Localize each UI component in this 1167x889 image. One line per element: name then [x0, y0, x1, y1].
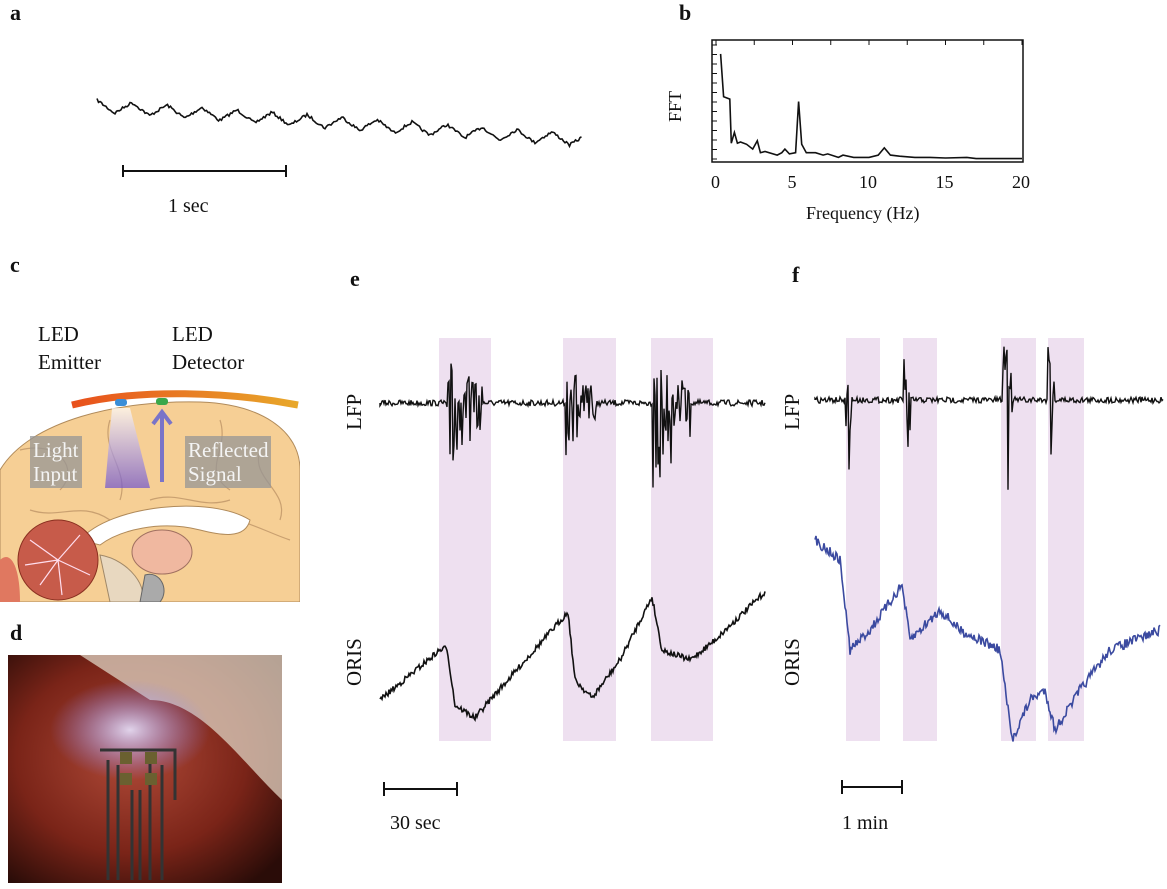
led-strip [71, 390, 299, 409]
panel-f-oris-label: ORIS [780, 638, 804, 686]
detector-line2: Detector [172, 350, 245, 374]
panel-a-scale-label: 1 sec [168, 195, 209, 217]
led-detector-icon [156, 398, 168, 405]
fft-x-label: Frequency (Hz) [806, 203, 920, 223]
reflected-line1: Reflected [188, 438, 269, 462]
panel-f-label: f [792, 262, 800, 287]
implant-photo [8, 655, 282, 883]
led-emitter-label: LED Emitter [38, 320, 101, 376]
panel-e-oris-trace [379, 591, 766, 723]
panel-c-label: c [10, 252, 20, 277]
panel-e-scale-label: 30 sec [390, 812, 441, 834]
panel-e-lfp-label: LFP [342, 393, 366, 430]
panel-a-trace [96, 98, 582, 149]
led-detector-label: LED Detector [172, 320, 244, 376]
brain-illustration [0, 401, 300, 602]
seizure-band [1048, 338, 1084, 741]
detector-line1: LED [172, 322, 213, 346]
light-beam [105, 408, 150, 488]
fft-x-tick-label: 0 [711, 172, 720, 192]
panel-f-lfp-trace [814, 346, 1164, 490]
panel-e-lfp-trace [379, 363, 766, 488]
light-line1: Light [33, 438, 79, 462]
reflected-arrow-icon [151, 408, 173, 482]
panel-f-scale-label: 1 min [842, 812, 889, 834]
led-emitter-icon [115, 399, 127, 406]
fft-x-tick-label: 20 [1012, 172, 1030, 192]
panel-b-label: b [679, 0, 692, 25]
fft-x-tick-label: 15 [935, 172, 954, 192]
fft-series-line [719, 53, 1022, 160]
emitter-line2: Emitter [38, 350, 101, 374]
panel-d-label: d [10, 620, 23, 645]
fft-x-tick-label: 10 [859, 172, 877, 192]
fft-y-label: FFT [665, 90, 685, 122]
panel-f-oris-trace [814, 535, 1161, 742]
fft-axes [711, 39, 1024, 163]
panel-e-oris-label: ORIS [342, 638, 366, 686]
panel-a-scale-bar [122, 165, 287, 177]
light-input-label: Light Input [30, 436, 82, 488]
emitter-line1: LED [38, 322, 79, 346]
reflected-signal-label: Reflected Signal [185, 436, 272, 488]
fft-x-tick-label: 5 [787, 172, 797, 192]
panel-f-lfp-label: LFP [780, 393, 804, 430]
reflected-line2: Signal [188, 462, 242, 486]
light-line2: Input [33, 462, 78, 486]
panel-f-scale-bar [841, 780, 903, 794]
panel-e-scale-bar [383, 782, 458, 796]
panel-a-label: a [10, 0, 21, 25]
panel-e-label: e [350, 266, 360, 291]
